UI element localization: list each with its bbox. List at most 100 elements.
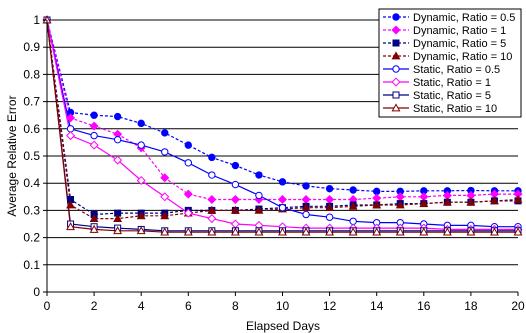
data-point xyxy=(302,182,310,190)
data-point xyxy=(348,201,358,210)
data-point xyxy=(113,213,123,222)
data-point xyxy=(419,227,429,236)
y-tick-label: 1 xyxy=(33,13,40,27)
x-tick-label: 12 xyxy=(323,299,337,313)
y-tick-label: 0.3 xyxy=(23,203,40,217)
data-point xyxy=(490,196,499,205)
data-point xyxy=(183,189,193,199)
data-point xyxy=(136,175,146,185)
data-point xyxy=(278,178,287,186)
legend-marker xyxy=(392,65,400,73)
data-point xyxy=(301,195,311,205)
data-point xyxy=(278,203,287,212)
data-point xyxy=(325,184,334,193)
data-point xyxy=(137,141,145,149)
data-point xyxy=(513,227,523,236)
legend-entry: Dynamic, Ratio = 1 xyxy=(413,25,506,37)
data-point xyxy=(325,227,335,236)
data-point xyxy=(160,173,170,183)
data-point xyxy=(419,198,429,207)
data-point xyxy=(230,205,240,214)
data-point xyxy=(113,135,122,144)
data-point xyxy=(325,195,335,205)
data-point xyxy=(466,197,476,206)
y-tick-label: 0.2 xyxy=(23,231,40,245)
series-markers xyxy=(42,15,523,236)
data-point xyxy=(301,203,311,212)
data-point xyxy=(208,171,216,179)
data-point xyxy=(277,195,288,205)
x-tick-label: 0 xyxy=(44,299,51,313)
legend-marker xyxy=(391,103,401,112)
data-point xyxy=(349,217,357,225)
data-point xyxy=(184,141,193,149)
x-axis-label: Elapsed Days xyxy=(246,319,320,333)
data-point xyxy=(90,111,98,119)
data-point xyxy=(231,161,240,170)
data-point xyxy=(183,227,193,236)
legend-entry: Static, Ratio = 0.5 xyxy=(413,64,500,76)
data-point xyxy=(255,171,263,179)
x-tick-labels: 0 2 4 6 8 10 12 14 16 18 20 xyxy=(44,299,525,313)
data-point xyxy=(89,224,99,233)
y-axis-label: Average Relative Error xyxy=(5,95,19,216)
legend-marker xyxy=(392,39,400,47)
data-point xyxy=(442,197,452,206)
legend-marker xyxy=(392,91,400,99)
data-point xyxy=(90,131,98,140)
data-point xyxy=(66,131,76,141)
x-tick-label: 10 xyxy=(276,299,290,313)
y-tick-label: 0.6 xyxy=(23,122,40,136)
y-tick-label: 0.1 xyxy=(23,258,40,272)
legend-entry: Dynamic, Ratio = 5 xyxy=(413,38,506,50)
data-point xyxy=(137,119,145,128)
data-point xyxy=(490,227,499,236)
y-tick-label: 0.4 xyxy=(23,176,40,190)
legend-marker xyxy=(391,51,401,60)
data-point xyxy=(66,125,75,133)
data-point xyxy=(89,140,99,150)
x-tick-label: 6 xyxy=(185,299,192,313)
data-point xyxy=(66,200,75,209)
y-tick-labels: 0 0.1 0.2 0.3 0.4 0.5 0.6 0.7 0.8 0.9 1 xyxy=(23,13,40,299)
x-tick-label: 14 xyxy=(370,299,384,313)
series-line xyxy=(46,19,518,201)
y-tick-label: 0.8 xyxy=(23,67,40,81)
data-point xyxy=(254,227,264,236)
data-point xyxy=(113,155,123,165)
data-point xyxy=(301,227,311,236)
data-point xyxy=(66,113,76,123)
data-point xyxy=(395,200,405,209)
data-point xyxy=(208,153,216,162)
data-point xyxy=(113,226,123,235)
data-point xyxy=(373,187,381,196)
legend-entry: Static, Ratio = 5 xyxy=(413,90,491,102)
data-point xyxy=(160,192,170,202)
legend-marker xyxy=(392,13,400,21)
data-point xyxy=(230,227,240,236)
legend-box xyxy=(378,8,522,118)
data-point xyxy=(161,148,169,156)
data-point xyxy=(349,186,357,194)
data-point xyxy=(395,227,405,236)
data-point xyxy=(161,129,169,137)
legend-entry: Static, Ratio = 10 xyxy=(413,103,497,115)
data-point xyxy=(372,227,382,236)
data-point xyxy=(183,208,193,218)
legend-entry: Static, Ratio = 1 xyxy=(413,77,491,89)
data-point xyxy=(230,219,240,229)
data-point xyxy=(66,222,75,231)
x-tick-label: 8 xyxy=(232,299,239,313)
data-point xyxy=(278,227,287,236)
data-point xyxy=(160,211,170,220)
y-tick-label: 0.5 xyxy=(23,149,40,163)
data-point xyxy=(254,205,264,214)
x-tick-label: 16 xyxy=(417,299,431,313)
data-point xyxy=(207,227,217,236)
data-point xyxy=(325,213,334,221)
data-point xyxy=(136,226,146,235)
data-point xyxy=(207,205,217,214)
data-point xyxy=(231,180,240,189)
legend-entry: Dynamic, Ratio = 10 xyxy=(413,51,512,63)
x-tick-label: 4 xyxy=(138,299,145,313)
